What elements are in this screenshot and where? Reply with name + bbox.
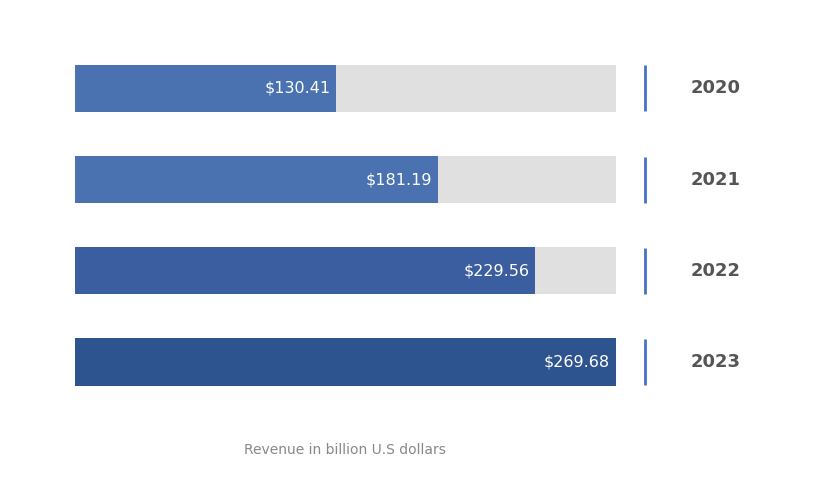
Text: 2020: 2020 (691, 79, 740, 97)
Bar (75, 247, 616, 295)
Bar (75, 65, 616, 112)
Text: Revenue in billion U.S dollars: Revenue in billion U.S dollars (245, 443, 446, 457)
Text: $229.56: $229.56 (463, 263, 529, 278)
Text: $130.41: $130.41 (265, 81, 330, 96)
Text: 2023: 2023 (691, 353, 740, 371)
Bar (75, 156, 438, 203)
Text: $181.19: $181.19 (366, 172, 432, 187)
Bar (75, 65, 336, 112)
Bar (75, 247, 535, 295)
Bar (75, 338, 616, 386)
Bar (75, 338, 616, 386)
Text: 2021: 2021 (691, 171, 740, 189)
Text: $269.68: $269.68 (543, 354, 610, 369)
Text: 2022: 2022 (691, 262, 740, 280)
Bar (75, 156, 616, 203)
